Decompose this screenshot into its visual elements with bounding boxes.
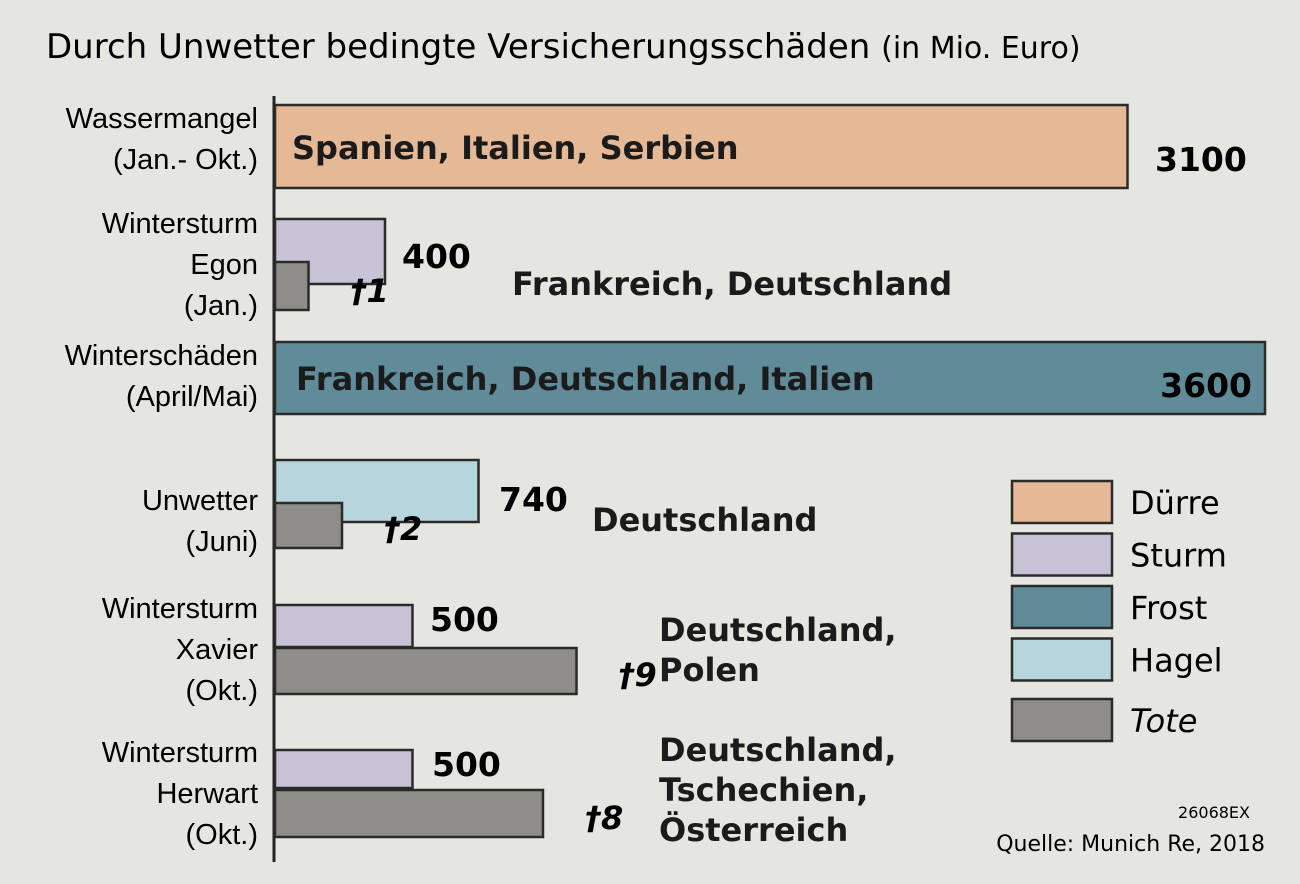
bar-tote [273,788,545,839]
source-note: Quelle: Munich Re, 2018 [996,832,1265,857]
deaths-label: †9 [619,656,657,694]
category-label: (Juni) [185,526,258,558]
bar-tote [273,501,344,550]
value-label: 500 [432,745,501,784]
legend-label: Hagel [1130,642,1223,680]
legend-label: Tote [1130,702,1197,740]
legend: Dürre Sturm Frost Hagel Tote [1010,479,1227,743]
category-label: Unwetter [142,485,258,517]
bar-frost [273,340,1267,416]
legend-label: Frost [1130,589,1207,627]
bar-tote [273,260,310,312]
category-label: Herwart [156,778,258,810]
value-label: 500 [430,600,499,639]
chart-marks: Wassermangel (Jan.- Okt.) Spanien, Italien… [65,103,1267,851]
deaths-label: †1 [351,272,389,310]
countries-label: Deutschland, [659,731,897,769]
legend-label: Sturm [1130,537,1227,575]
value-label: 3100 [1155,140,1247,179]
legend-swatch-hagel [1010,637,1114,682]
deaths-label: †2 [384,510,422,548]
category-label: (Okt.) [186,819,259,851]
countries-label: Deutschland, [659,611,897,649]
category-label: (Jan.) [184,290,258,322]
category-label: Winterschäden [65,340,258,372]
countries-label: Deutschland [592,501,817,539]
countries-label: Frankreich, Deutschland [512,265,952,303]
countries-label: Spanien, Italien, Serbien [292,129,738,167]
countries-label: Frankreich, Deutschland, Italien [296,360,875,398]
category-label: Wassermangel [66,103,258,135]
category-label: Wintersturm [102,737,258,769]
category-label: Wintersturm [102,208,258,240]
bar-dürre [273,103,1129,190]
countries-label: Österreich [659,811,848,849]
legend-label: Dürre [1130,484,1220,522]
value-label: 740 [499,480,568,519]
category-label: Xavier [176,634,259,666]
legend-swatch-frost [1010,584,1114,630]
bar-sturm [273,603,414,649]
countries-label: Polen [659,651,760,689]
legend-swatch-sturm [1010,532,1114,577]
bar-sturm [273,748,414,790]
value-label: 400 [402,237,471,276]
legend-swatch-tote [1010,697,1114,743]
deaths-label: †8 [585,799,623,837]
value-label: 3600 [1160,366,1252,405]
category-label: (Jan.- Okt.) [113,144,258,176]
legend-swatch-dürre [1010,479,1114,525]
category-label: Egon [190,249,258,281]
category-label: (Okt.) [186,675,259,707]
figure-code: 26068EX [1178,803,1250,822]
bar-tote [273,646,578,696]
chart-title: Durch Unwetter bedingte Versicherungssch… [46,27,1081,67]
category-label: (April/Mai) [126,381,258,413]
category-label: Wintersturm [102,593,258,625]
countries-label: Tschechien, [659,771,868,809]
